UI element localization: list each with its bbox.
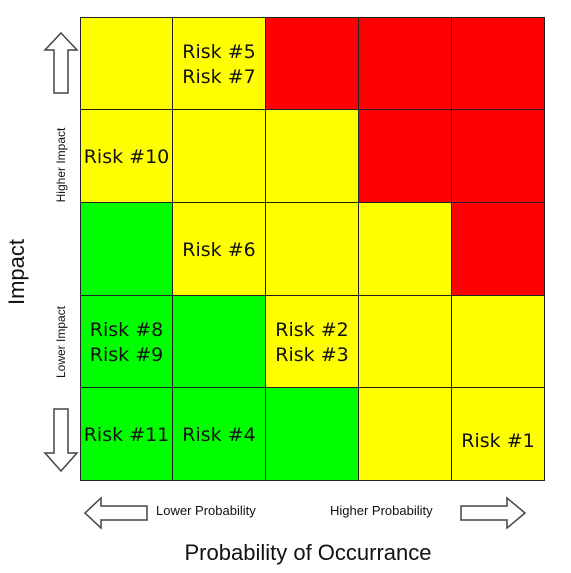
- matrix-cell: Risk #4: [172, 387, 266, 481]
- risk-label: Risk #5: [182, 40, 256, 63]
- matrix-cell: [172, 109, 266, 203]
- matrix-cell: [172, 295, 266, 388]
- matrix-cell: [358, 295, 452, 388]
- matrix-cell: Risk #6: [172, 202, 266, 296]
- risk-label: Risk #8: [89, 318, 164, 341]
- x-axis-title: Probability of Occurrance: [184, 540, 432, 565]
- arrow-right-icon: [460, 496, 527, 530]
- matrix-cell: [265, 202, 359, 296]
- arrow-down-icon: [43, 408, 79, 473]
- matrix-cell: Risk #5 Risk #7: [172, 17, 266, 110]
- matrix-cell: [451, 202, 545, 296]
- risk-label: Risk #2: [275, 318, 349, 341]
- matrix-cell: [451, 17, 545, 110]
- matrix-cell: [358, 387, 452, 481]
- matrix-cell: [451, 109, 545, 203]
- matrix-cell: Risk #11: [80, 387, 173, 481]
- matrix-cell: Risk #10: [80, 109, 173, 203]
- matrix-cell: [358, 109, 452, 203]
- risk-label: Risk #7: [182, 65, 256, 88]
- matrix-cell: Risk #2 Risk #3: [265, 295, 359, 388]
- matrix-cell: [451, 295, 545, 388]
- arrow-left-icon: [83, 496, 148, 530]
- matrix-cell: [80, 17, 173, 110]
- matrix-cell: [80, 202, 173, 296]
- arrow-up-icon: [43, 31, 79, 94]
- matrix-cell: Risk #8 Risk #9: [80, 295, 173, 388]
- risk-label: Risk #9: [89, 343, 164, 366]
- matrix-cell: [358, 17, 452, 110]
- risk-label: Risk #4: [182, 423, 256, 446]
- matrix-cell: [265, 387, 359, 481]
- risk-label: Risk #10: [83, 145, 170, 168]
- risk-label: Risk #1: [461, 429, 535, 452]
- y-axis-title: Impact: [4, 238, 29, 306]
- matrix-cell: [265, 17, 359, 110]
- matrix-cell: Risk #1: [451, 387, 545, 481]
- matrix-cell: [358, 202, 452, 296]
- higher-impact-label: Higher Impact: [54, 127, 68, 203]
- risk-label: Risk #6: [182, 238, 256, 261]
- risk-matrix: Risk #5 Risk #7 Risk #10 Risk #6 Risk #8 Risk…: [80, 17, 545, 481]
- risk-label: Risk #3: [275, 343, 349, 366]
- higher-probability-label: Higher Probability: [330, 503, 433, 518]
- lower-probability-label: Lower Probability: [156, 503, 256, 518]
- matrix-cell: [265, 109, 359, 203]
- risk-label: Risk #11: [83, 423, 170, 446]
- lower-impact-label: Lower Impact: [54, 305, 68, 379]
